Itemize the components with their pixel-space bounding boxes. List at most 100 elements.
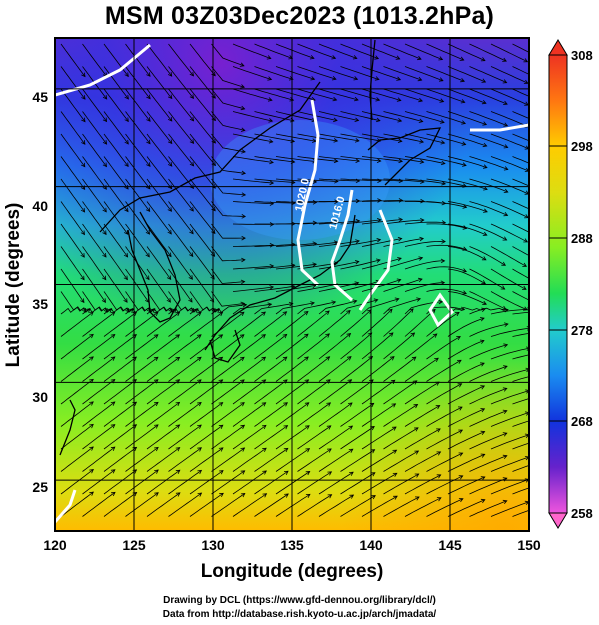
streamline-arrowhead bbox=[354, 117, 360, 122]
streamline-arrowhead bbox=[436, 451, 442, 456]
streamline bbox=[490, 201, 529, 218]
streamline bbox=[361, 219, 403, 225]
streamline bbox=[168, 424, 202, 450]
streamline bbox=[211, 88, 245, 110]
streamline bbox=[426, 498, 464, 517]
streamline-arrowhead bbox=[167, 229, 172, 235]
streamline-arrowhead bbox=[346, 356, 352, 361]
streamline bbox=[103, 424, 137, 450]
streamline-arrowhead bbox=[102, 252, 107, 258]
streamline bbox=[297, 88, 337, 101]
streamline bbox=[426, 133, 466, 145]
streamline-arrowhead bbox=[102, 275, 107, 281]
streamline-arrowhead bbox=[154, 446, 159, 452]
streamline bbox=[490, 501, 529, 517]
streamline-arrowhead bbox=[240, 105, 246, 111]
streamline-arrowhead bbox=[82, 308, 87, 313]
streamline-arrowhead bbox=[197, 469, 203, 475]
streamline-arrowhead bbox=[125, 308, 130, 313]
streamline bbox=[297, 241, 338, 247]
streamline bbox=[512, 465, 529, 472]
streamline-arrowhead bbox=[502, 409, 508, 414]
streamline-arrowhead bbox=[189, 71, 195, 77]
streamline-arrowhead bbox=[269, 159, 274, 165]
streamline-arrowhead bbox=[481, 256, 487, 261]
streamline bbox=[469, 432, 507, 450]
streamline-arrowhead bbox=[266, 55, 272, 60]
colorbar-scale bbox=[548, 54, 568, 514]
streamline bbox=[254, 43, 293, 59]
streamline-arrowhead bbox=[413, 404, 419, 409]
streamline bbox=[60, 356, 94, 382]
streamline-arrowhead bbox=[269, 285, 275, 290]
streamline bbox=[404, 405, 440, 427]
streamline bbox=[146, 424, 180, 450]
streamline bbox=[469, 500, 507, 517]
streamline-arrowhead bbox=[167, 72, 173, 77]
streamline bbox=[426, 43, 464, 61]
streamline-arrowhead bbox=[241, 149, 246, 154]
streamline bbox=[254, 111, 294, 122]
streamline bbox=[146, 334, 180, 360]
isobar-sw bbox=[55, 489, 77, 523]
streamline-arrowhead bbox=[480, 453, 486, 458]
streamline bbox=[318, 156, 360, 162]
streamline-arrowhead bbox=[283, 470, 289, 475]
streamline-arrowhead bbox=[101, 298, 106, 303]
streamline bbox=[82, 43, 108, 77]
streamline-arrowhead bbox=[175, 492, 181, 497]
credit-drawing: Drawing by DCL (https://www.gfd-dennou.o… bbox=[163, 595, 436, 606]
streamline bbox=[211, 304, 247, 315]
streamline-arrowhead bbox=[331, 300, 337, 305]
streamline-arrowhead bbox=[377, 198, 382, 203]
streamline bbox=[490, 268, 527, 290]
streamline bbox=[404, 333, 438, 360]
streamline-arrowhead bbox=[175, 401, 181, 407]
streamline bbox=[168, 334, 202, 360]
streamline bbox=[361, 449, 397, 472]
streamline bbox=[232, 311, 266, 337]
streamline bbox=[318, 402, 353, 427]
streamline bbox=[297, 402, 331, 427]
streamline-arrowhead bbox=[331, 55, 337, 60]
streamline bbox=[383, 219, 424, 225]
streamline bbox=[60, 156, 86, 190]
streamline-arrowhead bbox=[412, 380, 418, 385]
streamline bbox=[383, 156, 424, 163]
streamline bbox=[146, 43, 173, 77]
streamline-arrowhead bbox=[525, 411, 529, 416]
streamline-arrowhead bbox=[218, 311, 224, 317]
streamline bbox=[512, 111, 529, 119]
streamline-arrowhead bbox=[175, 469, 181, 474]
streamline-arrowhead bbox=[124, 230, 129, 235]
streamline-arrowhead bbox=[305, 425, 310, 430]
streamline bbox=[447, 246, 487, 261]
streamline bbox=[490, 390, 529, 405]
streamline bbox=[60, 133, 86, 167]
streamline bbox=[82, 469, 116, 495]
streamline-arrowhead bbox=[503, 188, 509, 193]
streamline bbox=[469, 455, 507, 472]
streamline bbox=[426, 201, 467, 208]
streamline bbox=[383, 257, 423, 270]
streamline bbox=[232, 447, 267, 472]
streamline-arrowhead bbox=[482, 121, 488, 126]
streamline bbox=[125, 88, 151, 122]
coastline-korea bbox=[127, 211, 181, 323]
streamline bbox=[340, 156, 381, 162]
streamline bbox=[254, 334, 287, 360]
streamline-arrowhead bbox=[503, 343, 509, 348]
streamline bbox=[383, 278, 423, 292]
streamline bbox=[469, 66, 507, 84]
streamline bbox=[297, 301, 336, 315]
streamline-arrowhead bbox=[262, 470, 267, 475]
streamline bbox=[211, 66, 245, 88]
streamline-arrowhead bbox=[393, 495, 398, 500]
streamline bbox=[297, 379, 331, 405]
streamline-arrowhead bbox=[545, 239, 549, 242]
streamline bbox=[125, 447, 159, 472]
streamline-arrowhead bbox=[267, 302, 273, 307]
streamline bbox=[490, 66, 528, 84]
streamline-arrowhead bbox=[481, 78, 487, 83]
streamline bbox=[254, 88, 294, 101]
